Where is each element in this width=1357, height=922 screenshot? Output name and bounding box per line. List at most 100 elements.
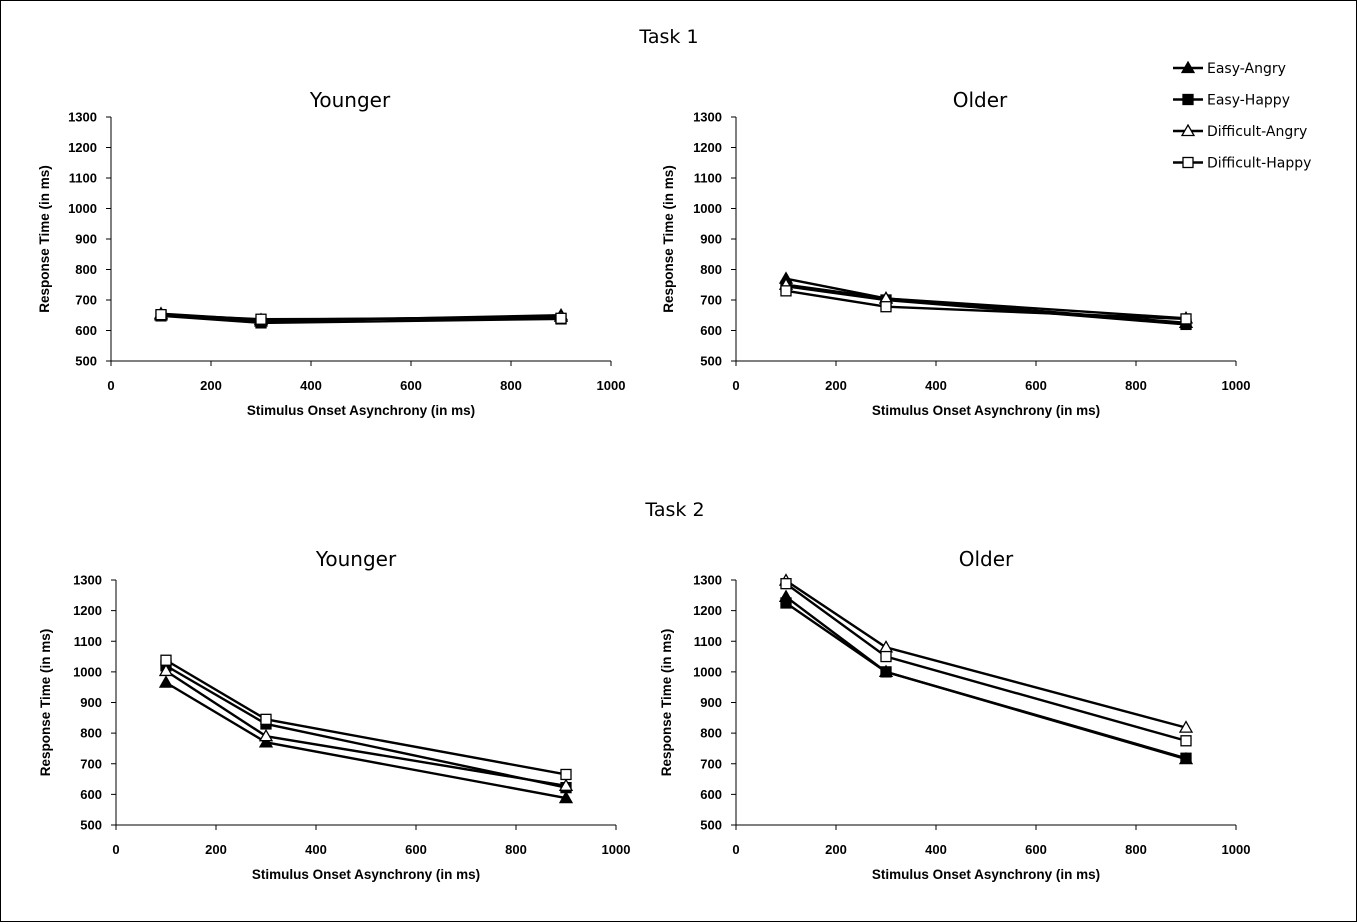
legend-marker — [1180, 60, 1196, 74]
series-difficult-happy — [780, 578, 1192, 747]
x-axis-label: Stimulus Onset Asynchrony (in ms) — [247, 403, 475, 418]
series-difficult-angry — [158, 663, 574, 791]
data-point-difficult-happy — [880, 301, 892, 313]
x-tick-label: 1000 — [597, 378, 626, 393]
y-tick-label: 1300 — [68, 110, 97, 125]
series-difficult-happy — [780, 285, 1192, 325]
data-point-difficult-angry — [1178, 720, 1194, 733]
y-tick-label: 900 — [75, 232, 97, 247]
panel-title: Younger — [315, 547, 397, 571]
y-tick-label: 500 — [700, 818, 722, 833]
x-tick-label: 800 — [1125, 378, 1147, 393]
y-tick-label: 900 — [80, 695, 102, 710]
data-point-difficult-happy — [880, 650, 892, 663]
legend-item-easy-happy: Easy-Happy — [1173, 93, 1290, 109]
y-tick-label: 900 — [700, 232, 722, 247]
series-difficult-happy — [155, 308, 567, 325]
y-tick-label: 1100 — [69, 171, 97, 186]
panel-task-2-younger: Younger 500 600 700 800 900 1000 1100 1200 1300 0 2… — [38, 547, 630, 882]
y-axis-label: Response Time (in ms) — [659, 629, 674, 777]
data-point-difficult-happy — [255, 313, 267, 325]
y-tick-label: 500 — [75, 354, 97, 369]
x-tick-label: 800 — [505, 842, 527, 857]
x-tick-label: 600 — [400, 378, 422, 393]
legend-item-difficult-happy: Difficult-Happy — [1173, 156, 1311, 172]
y-tick-label: 700 — [75, 293, 97, 308]
y-tick-label: 600 — [75, 323, 97, 338]
y-tick-label: 1300 — [73, 573, 102, 588]
x-tick-label: 600 — [405, 842, 427, 857]
data-point-easy-angry — [158, 675, 174, 688]
data-point-difficult-happy — [1180, 313, 1192, 325]
data-point-easy-happy — [780, 597, 792, 609]
y-tick-label: 1000 — [68, 201, 97, 216]
y-axis-label: Response Time (in ms) — [37, 165, 52, 313]
legend: Easy-Angry Easy-Happy Difficult-Angry Diffi… — [1173, 60, 1311, 172]
legend-label: Easy-Happy — [1207, 93, 1290, 109]
y-axis-label: Response Time (in ms) — [38, 629, 53, 777]
y-axis-label: Response Time (in ms) — [661, 165, 676, 313]
legend-marker — [1182, 93, 1194, 106]
data-point-difficult-happy — [560, 768, 572, 781]
panel-task-1-older: Older 500 600 700 800 900 1000 1100 1200 1300 0 200… — [661, 88, 1250, 418]
data-point-difficult-angry — [878, 640, 894, 653]
task1-title: Task 1 — [638, 26, 698, 48]
series-easy-happy — [160, 660, 572, 794]
legend-label: Easy-Angry — [1207, 61, 1286, 77]
y-tick-label: 1000 — [693, 664, 722, 679]
y-tick-label: 1300 — [693, 573, 722, 588]
y-tick-label: 900 — [700, 695, 722, 710]
data-point-difficult-happy — [155, 308, 167, 321]
x-tick-label: 400 — [300, 378, 322, 393]
x-axis-label: Stimulus Onset Asynchrony (in ms) — [252, 867, 480, 882]
series-easy-happy — [780, 597, 1192, 764]
series-line — [165, 664, 567, 789]
y-tick-label: 700 — [80, 756, 102, 771]
legend-label: Difficult-Happy — [1207, 156, 1311, 172]
series-difficult-happy — [160, 654, 572, 781]
x-tick-label: 0 — [732, 378, 739, 393]
charts: Younger 500 600 700 800 900 1000 1100 1200 1300 0 2… — [37, 88, 1250, 882]
legend-item-difficult-angry: Difficult-Angry — [1173, 123, 1307, 140]
x-tick-label: 200 — [200, 378, 222, 393]
data-point-easy-happy — [1180, 752, 1192, 764]
data-point-difficult-happy — [160, 654, 172, 666]
panel-task-2-older: Older 500 600 700 800 900 1000 1100 1200 1300 0 200… — [659, 547, 1250, 882]
data-point-difficult-happy — [555, 312, 567, 324]
data-point-difficult-happy — [260, 713, 272, 725]
legend-label: Difficult-Angry — [1207, 124, 1307, 140]
data-point-easy-angry — [558, 790, 574, 804]
x-axis-label: Stimulus Onset Asynchrony (in ms) — [872, 403, 1100, 418]
y-tick-label: 1100 — [694, 634, 722, 649]
x-tick-label: 200 — [205, 842, 227, 857]
data-point-easy-happy — [880, 666, 892, 678]
series-easy-angry — [158, 675, 574, 804]
y-tick-label: 700 — [700, 293, 722, 308]
x-tick-label: 800 — [1125, 842, 1147, 857]
panel-title: Older — [953, 88, 1008, 112]
x-tick-label: 400 — [305, 842, 327, 857]
x-tick-label: 200 — [825, 842, 847, 857]
x-tick-label: 0 — [732, 842, 739, 857]
y-tick-label: 1300 — [693, 110, 722, 125]
y-tick-label: 1200 — [73, 603, 102, 618]
series-line — [165, 669, 567, 787]
data-point-easy-angry — [258, 735, 274, 748]
y-tick-label: 800 — [80, 726, 102, 741]
panel-task-1-younger: Younger 500 600 700 800 900 1000 1100 1200 1300 0 2… — [37, 88, 625, 418]
y-tick-label: 1200 — [693, 140, 722, 155]
panel-title: Older — [959, 547, 1014, 571]
y-tick-label: 500 — [700, 354, 722, 369]
panel-title: Younger — [309, 88, 391, 112]
data-point-difficult-angry — [258, 728, 274, 742]
y-tick-label: 600 — [80, 787, 102, 802]
y-tick-label: 600 — [700, 787, 722, 802]
y-tick-label: 500 — [80, 818, 102, 833]
task2-title: Task 2 — [644, 499, 704, 521]
y-tick-label: 800 — [75, 262, 97, 277]
data-point-difficult-angry — [558, 778, 574, 791]
series-difficult-angry — [778, 573, 1194, 733]
x-tick-label: 400 — [925, 378, 947, 393]
